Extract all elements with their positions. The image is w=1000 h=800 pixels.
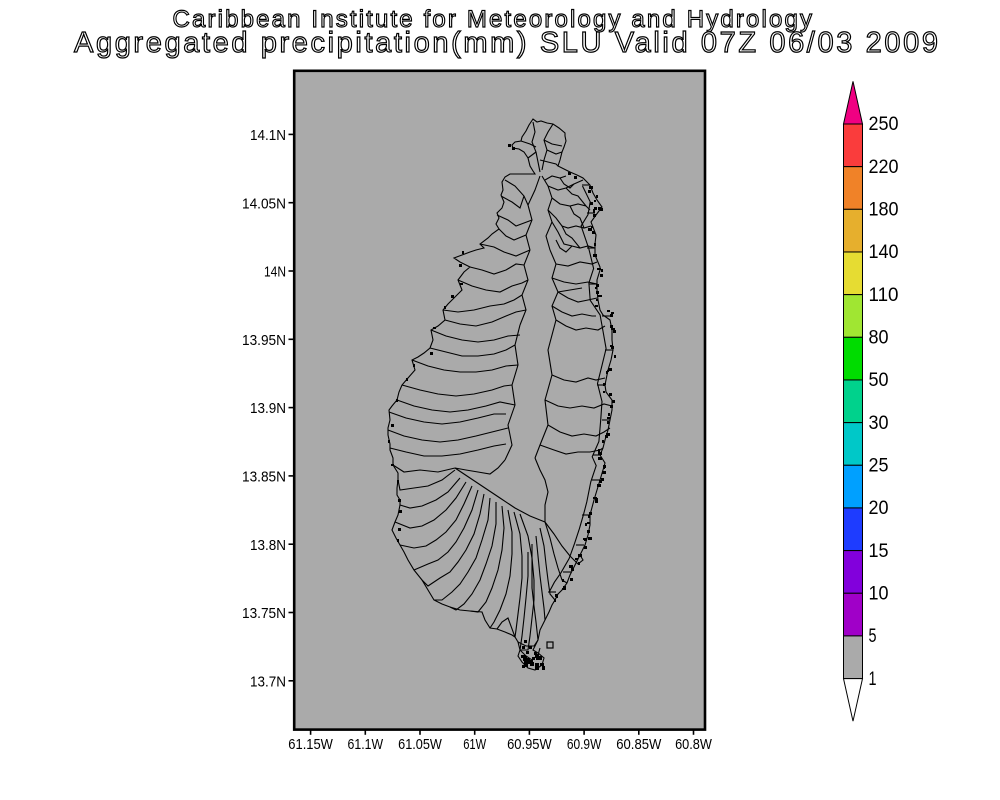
svg-text:80: 80	[869, 328, 889, 349]
svg-text:60.85W: 60.85W	[616, 736, 662, 753]
svg-text:13.8N: 13.8N	[250, 537, 286, 554]
svg-text:30: 30	[869, 413, 889, 434]
svg-text:1: 1	[869, 669, 877, 690]
svg-text:13.75N: 13.75N	[242, 605, 286, 622]
svg-text:15: 15	[869, 541, 889, 562]
svg-text:13.85N: 13.85N	[242, 469, 286, 486]
svg-text:60.95W: 60.95W	[507, 736, 552, 753]
svg-text:61.1W: 61.1W	[348, 736, 384, 753]
svg-text:14.1N: 14.1N	[250, 127, 286, 144]
svg-text:61.15W: 61.15W	[288, 736, 333, 753]
svg-text:20: 20	[869, 498, 889, 519]
svg-text:60.8W: 60.8W	[675, 736, 713, 753]
svg-text:5: 5	[869, 626, 877, 647]
svg-text:Caribbean Institute for Meteor: Caribbean Institute for Meteorology and …	[173, 6, 813, 33]
svg-text:13.95N: 13.95N	[242, 332, 286, 349]
svg-text:250: 250	[869, 114, 899, 135]
svg-text:140: 140	[869, 242, 899, 263]
svg-text:13.9N: 13.9N	[250, 400, 286, 417]
svg-text:110: 110	[869, 285, 899, 306]
svg-text:180: 180	[869, 200, 899, 221]
svg-text:10: 10	[869, 584, 889, 605]
svg-text:Aggregated precipitation(mm) S: Aggregated precipitation(mm) SLU Valid 0…	[74, 27, 938, 59]
svg-text:220: 220	[869, 157, 899, 178]
svg-text:50: 50	[869, 370, 889, 391]
svg-text:14.05N: 14.05N	[242, 195, 286, 212]
svg-text:13.7N: 13.7N	[250, 673, 286, 690]
svg-text:25: 25	[869, 456, 889, 477]
svg-text:60.9W: 60.9W	[567, 736, 602, 753]
svg-text:14N: 14N	[264, 264, 286, 281]
svg-text:61W: 61W	[463, 736, 487, 753]
svg-text:61.05W: 61.05W	[398, 736, 442, 753]
